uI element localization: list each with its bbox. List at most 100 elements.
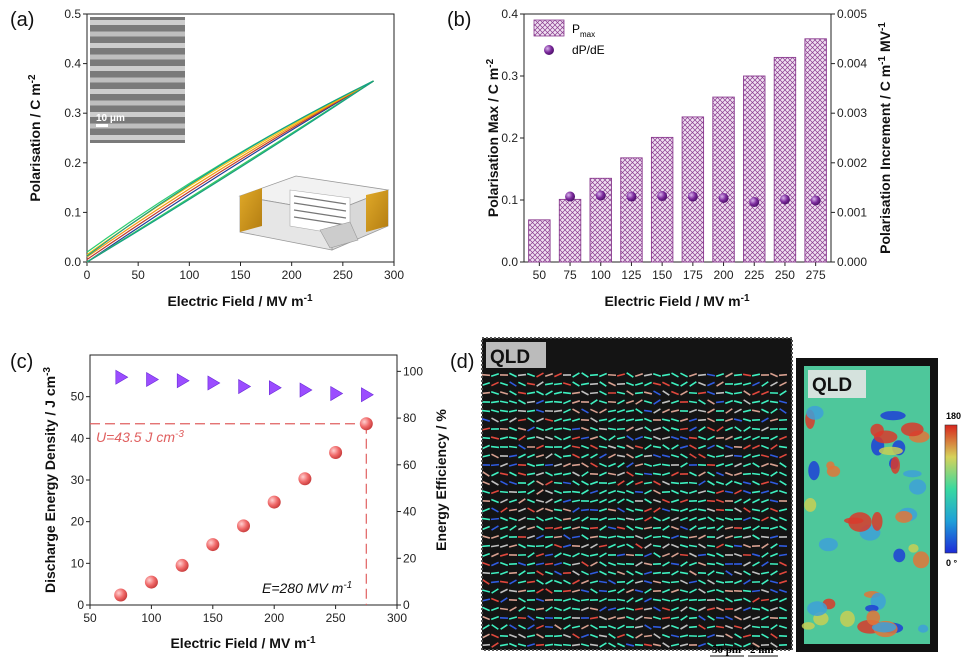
polarization-vector [778, 435, 788, 441]
polarization-vector [770, 471, 778, 477]
polarization-vector [643, 454, 653, 458]
y-tick-label: 0.0 [501, 255, 518, 269]
angle-domain [871, 622, 897, 633]
polarization-vector [644, 426, 652, 432]
polarization-vector [526, 409, 536, 413]
polarization-vector [716, 381, 724, 387]
y2-tick-label: 0 [403, 598, 410, 612]
angle-colorbar: 180 0 ° [944, 411, 961, 568]
polarization-vector [553, 409, 563, 413]
y-tick-label: 10 [71, 556, 85, 570]
polarization-vector [590, 588, 598, 594]
polarization-vector [563, 624, 571, 630]
polarization-vector [643, 436, 653, 440]
polarization-vector [670, 516, 680, 522]
sem-scale-bar-label: 10 μm [96, 113, 125, 124]
polarization-vector [670, 534, 680, 540]
polarization-vector [626, 543, 634, 549]
polarization-vector [680, 561, 688, 567]
y2-tick-label: 0.005 [837, 7, 867, 21]
polarization-vector [571, 445, 581, 449]
polarization-vector [571, 589, 581, 593]
sem-layer [90, 20, 185, 25]
polarization-vector [733, 391, 743, 395]
polarization-vector [644, 444, 652, 450]
polarization-vector [634, 508, 644, 512]
scale-bars: 50 pm 2 nm [710, 644, 778, 657]
polarization-vector [742, 543, 752, 549]
polarization-vector [589, 490, 599, 494]
polarization-vector [734, 606, 742, 612]
polarization-vector [769, 481, 779, 485]
polarization-vector [661, 463, 671, 467]
polarization-vector [616, 391, 626, 395]
dpde-point [718, 193, 729, 204]
polarization-vector [536, 489, 544, 495]
polarization-vector [598, 535, 608, 539]
polarization-vector [643, 634, 653, 638]
polarization-vector [688, 544, 698, 548]
polarization-vector [778, 489, 788, 495]
polarization-vector [536, 480, 544, 486]
dpde-point [779, 194, 790, 205]
polarization-vector [535, 463, 545, 467]
polarization-vector [715, 508, 725, 512]
polarization-vector [698, 480, 706, 486]
polarization-vector [536, 390, 544, 396]
polarization-vector [508, 508, 518, 512]
angle-map-label: QLD [812, 375, 852, 396]
polarization-vector [697, 642, 707, 648]
polarization-vector [697, 490, 707, 494]
polarization-vector [724, 643, 734, 647]
polarization-vector [535, 562, 545, 566]
polarization-vector [590, 624, 598, 630]
polarization-vector [635, 597, 643, 603]
polarization-vector [553, 535, 563, 539]
polarization-vector [616, 454, 626, 458]
polarization-vector [635, 408, 643, 414]
polarization-vector [598, 634, 608, 638]
polarization-vector [643, 391, 653, 395]
polarization-vector [545, 453, 553, 459]
polarization-vector [724, 535, 734, 539]
polarization-vector [571, 643, 581, 647]
polarization-vector [724, 399, 734, 405]
polarization-vector [634, 418, 644, 422]
polarization-vector [769, 463, 779, 467]
polarization-vector [688, 606, 698, 612]
polarization-vector [653, 480, 661, 486]
polarization-vector [779, 471, 787, 477]
polarization-vector [688, 372, 698, 378]
polarization-vector [499, 472, 509, 476]
polarization-vector [671, 471, 679, 477]
polarization-vector [662, 642, 670, 648]
polarization-vector [761, 606, 769, 612]
polarization-vector [697, 391, 707, 395]
polarization-vector [545, 588, 553, 594]
polarization-vector [517, 507, 527, 513]
polarization-vector [778, 400, 788, 404]
polarization-vector [770, 372, 778, 378]
sem-layer [90, 66, 185, 71]
polarization-vector [608, 543, 616, 549]
polarization-vector [599, 471, 607, 477]
polarization-vector [626, 480, 634, 486]
polarization-vector [482, 444, 490, 450]
efficiency-point [146, 372, 159, 388]
polarization-vector [544, 426, 554, 432]
polarization-vector [517, 418, 527, 422]
polarization-vector [743, 498, 751, 504]
polarization-vector [598, 589, 608, 593]
polarization-vector [599, 489, 607, 495]
polarization-vector [490, 597, 500, 603]
polarization-vector [733, 598, 743, 602]
polarization-vector [724, 624, 734, 630]
polarization-vector [697, 561, 707, 567]
polarization-vector [572, 408, 580, 414]
y-tick-label: 0.1 [501, 193, 518, 207]
polarization-vector [652, 427, 662, 431]
polarization-vector [770, 408, 778, 414]
polarization-vector [652, 544, 662, 548]
polarization-vector [481, 409, 491, 413]
polarization-vector [481, 480, 491, 486]
